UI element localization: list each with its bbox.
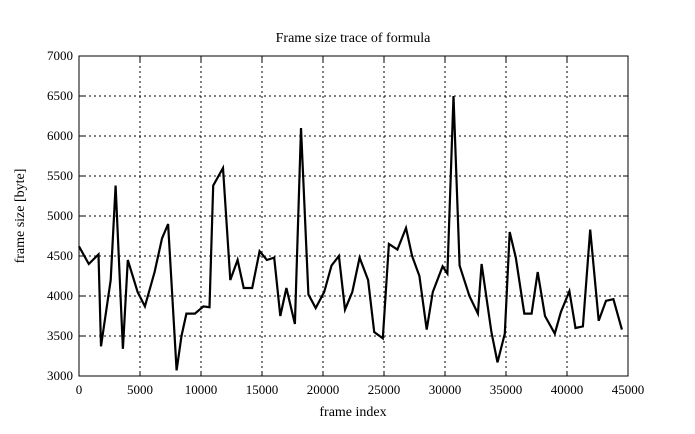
- chart-title: Frame size trace of formula: [276, 31, 431, 46]
- x-tick-label: 35000: [490, 382, 523, 397]
- y-tick-label: 3500: [47, 328, 73, 343]
- x-tick-label: 40000: [551, 382, 584, 397]
- x-tick-label: 15000: [246, 382, 279, 397]
- y-axis-label: frame size [byte]: [13, 169, 28, 264]
- y-tick-label: 5000: [47, 208, 73, 223]
- y-tick-label: 6500: [47, 88, 73, 103]
- y-tick-label: 4500: [47, 248, 73, 263]
- series-line: [78, 95, 623, 371]
- y-tick-label: 3000: [47, 368, 73, 383]
- y-tick-label: 7000: [47, 48, 73, 63]
- x-tick-label: 25000: [368, 382, 401, 397]
- plot-frame: [78, 55, 629, 377]
- x-tick-label: 5000: [127, 382, 153, 397]
- y-tick-label: 4000: [47, 288, 73, 303]
- x-tick-label: 45000: [612, 382, 645, 397]
- x-tick-label: 10000: [185, 382, 218, 397]
- x-tick-label: 0: [76, 382, 83, 397]
- x-tick-label: 20000: [307, 382, 340, 397]
- y-tick-label: 5500: [47, 168, 73, 183]
- x-tick-label: 30000: [429, 382, 462, 397]
- y-tick-label: 6000: [47, 128, 73, 143]
- x-axis-label: frame index: [319, 405, 386, 420]
